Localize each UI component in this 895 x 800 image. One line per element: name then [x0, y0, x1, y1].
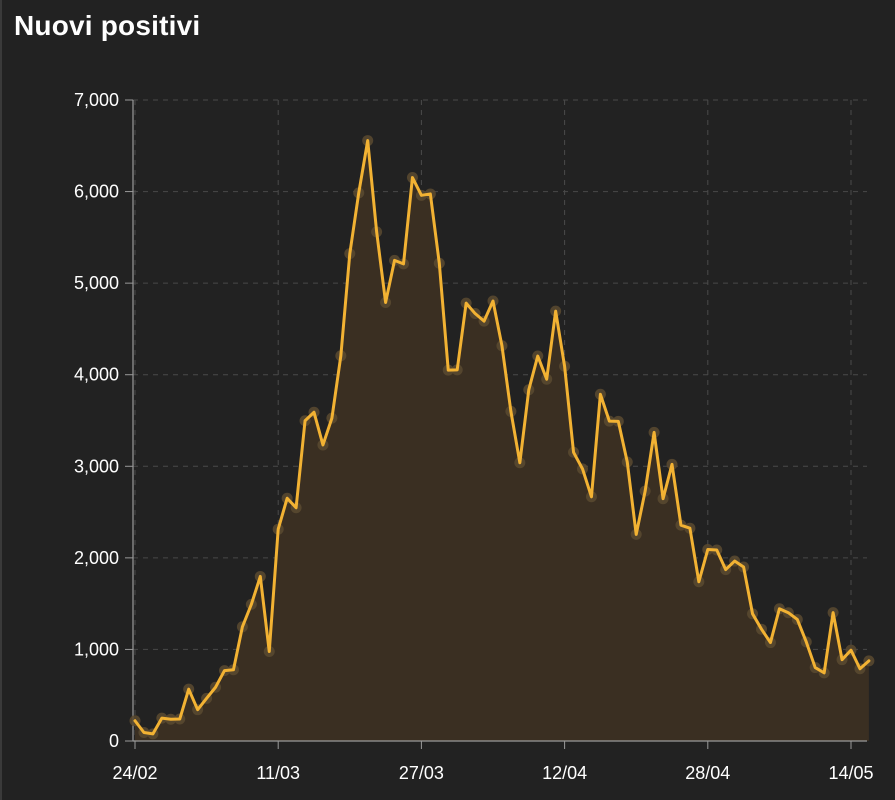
x-tick-label: 12/04	[542, 763, 587, 783]
axis-layer	[125, 99, 867, 749]
y-tick-label: 6,000	[74, 182, 119, 202]
x-tick-label: 27/03	[399, 763, 444, 783]
y-tick-label: 2,000	[74, 548, 119, 568]
y-tick-label: 4,000	[74, 365, 119, 385]
area-layer	[135, 140, 869, 741]
series-area	[135, 140, 869, 741]
x-tick-label: 24/02	[112, 763, 157, 783]
label-layer: 0 1,000 2,000 3,000 4,000 5,000 6,000 7,000 24/0…	[74, 90, 874, 783]
series-line	[133, 139, 871, 736]
y-tick-label: 1,000	[74, 639, 119, 659]
chart-title: Nuovi positivi	[14, 10, 201, 41]
y-tick-label: 5,000	[74, 273, 119, 293]
line-layer	[133, 139, 871, 736]
y-tick-label: 7,000	[74, 90, 119, 110]
y-tick-label: 3,000	[74, 456, 119, 476]
x-tick-label: 14/05	[828, 763, 873, 783]
y-tick-label: 0	[109, 731, 119, 751]
x-tick-label: 28/04	[685, 763, 730, 783]
x-tick-label: 11/03	[256, 763, 300, 783]
